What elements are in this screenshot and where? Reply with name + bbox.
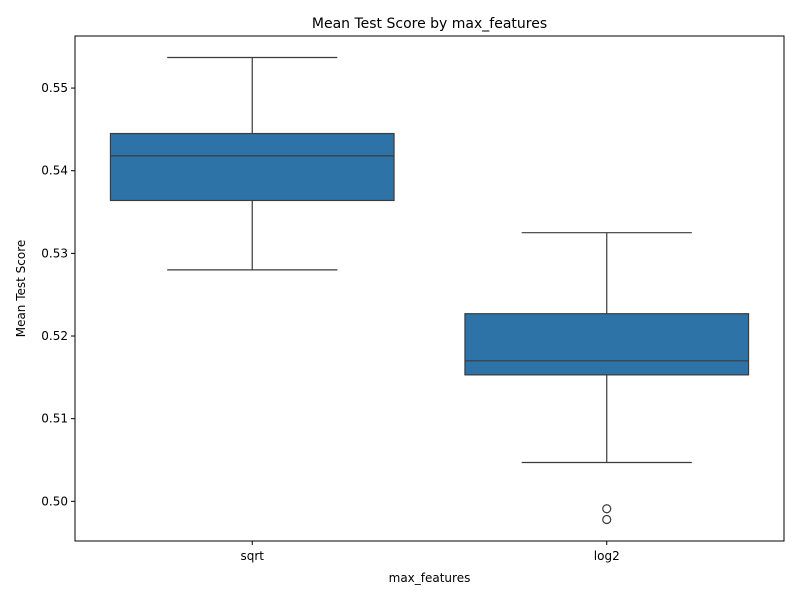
y-tick-label: 0.53 bbox=[41, 246, 68, 260]
x-tick-label: log2 bbox=[594, 549, 620, 563]
y-tick-label: 0.54 bbox=[41, 164, 68, 178]
interquartile-box bbox=[464, 313, 750, 376]
y-axis-label: Mean Test Score bbox=[14, 240, 28, 338]
box-log2 bbox=[464, 232, 750, 525]
chart-title: Mean Test Score by max_features bbox=[312, 16, 547, 32]
outlier-point bbox=[602, 514, 612, 525]
x-axis-label: max_features bbox=[389, 571, 471, 585]
y-tick-label: 0.52 bbox=[41, 329, 68, 343]
outlier-point bbox=[602, 504, 612, 514]
x-axis: sqrt log2 bbox=[240, 541, 620, 563]
y-tick-label: 0.51 bbox=[41, 412, 68, 426]
interquartile-box bbox=[109, 132, 395, 202]
plot-area-frame bbox=[74, 35, 785, 542]
x-tick-label: sqrt bbox=[240, 549, 264, 563]
box-sqrt bbox=[109, 56, 395, 271]
y-tick-label: 0.50 bbox=[41, 494, 68, 508]
boxes-layer bbox=[109, 56, 750, 525]
y-tick-label: 0.55 bbox=[41, 81, 68, 95]
y-axis: 0.50 0.51 0.52 0.53 0.54 0.55 bbox=[41, 81, 75, 508]
